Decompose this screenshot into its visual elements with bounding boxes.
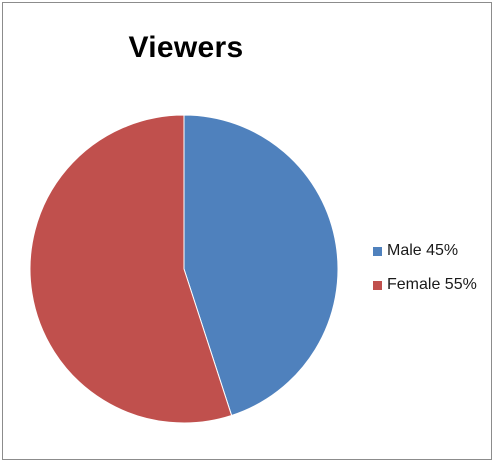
legend-swatch [373,246,382,256]
chart-title: Viewers [128,31,244,64]
legend-label: Female 55% [387,276,477,293]
legend-item-male: Male 45% [373,241,477,261]
legend-swatch [373,280,382,290]
pie-slice-male [183,114,339,417]
pie-slice-female [29,114,233,424]
legend-label: Male 45% [387,242,459,259]
legend: Male 45% Female 55% [373,241,477,309]
pie-chart [29,114,339,424]
legend-item-female: Female 55% [373,275,477,295]
chart-area: Viewers Male 45% Female 55% [2,2,492,460]
